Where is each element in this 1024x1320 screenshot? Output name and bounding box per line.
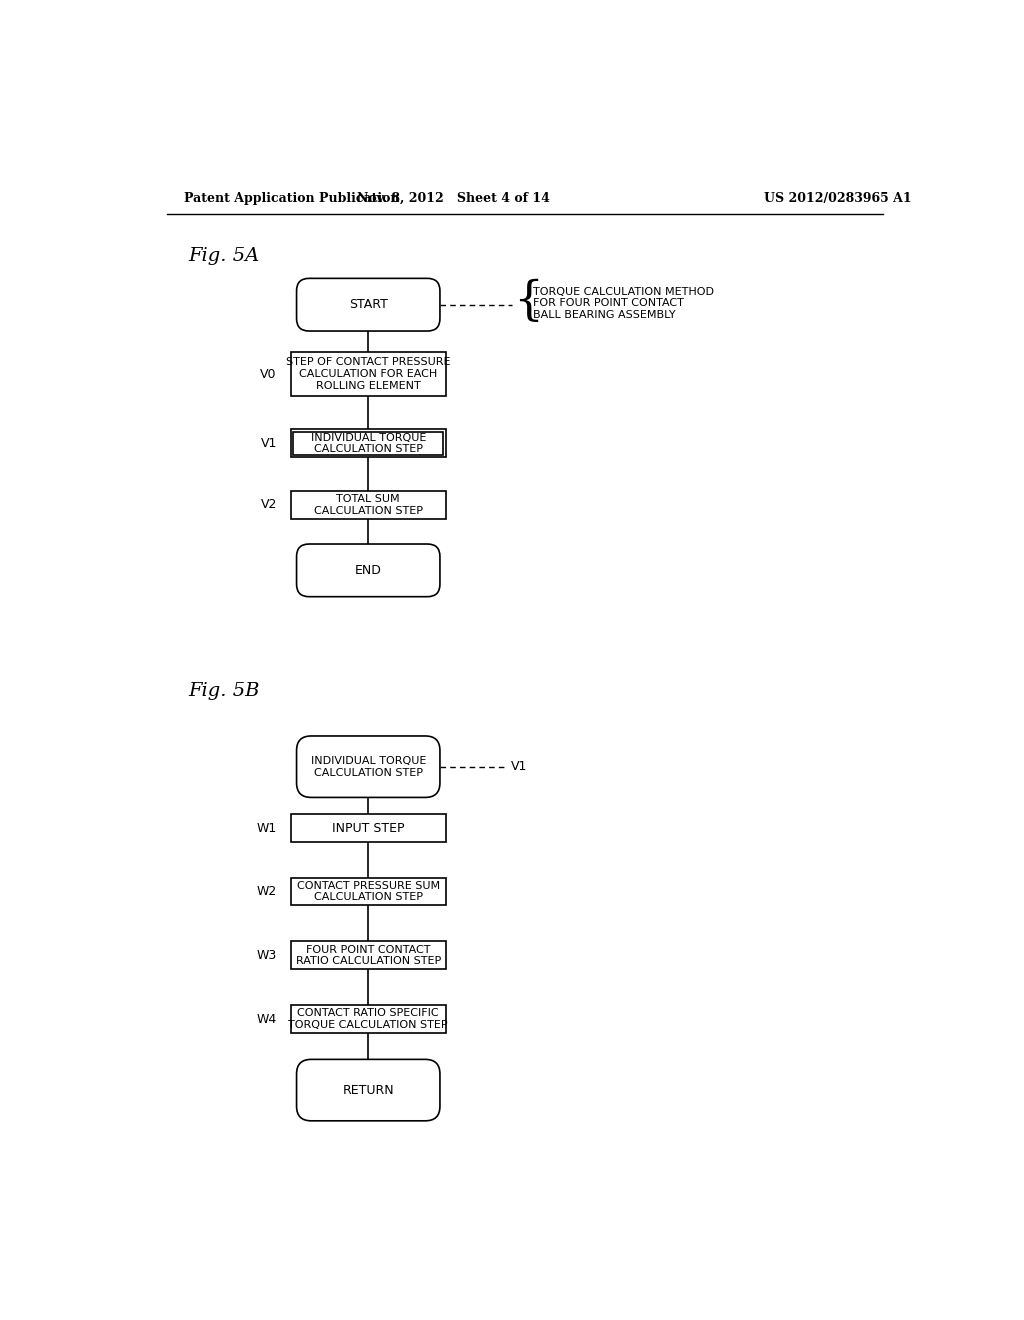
Bar: [291, 878, 445, 906]
Text: V1: V1: [260, 437, 276, 450]
Text: INPUT STEP: INPUT STEP: [332, 822, 404, 834]
Text: W3: W3: [257, 949, 276, 962]
Text: CONTACT PRESSURE SUM
CALCULATION STEP: CONTACT PRESSURE SUM CALCULATION STEP: [297, 880, 440, 903]
FancyBboxPatch shape: [297, 737, 440, 797]
Text: FOUR POINT CONTACT
RATIO CALCULATION STEP: FOUR POINT CONTACT RATIO CALCULATION STE…: [296, 945, 441, 966]
Text: Patent Application Publication: Patent Application Publication: [183, 191, 399, 205]
Text: US 2012/0283965 A1: US 2012/0283965 A1: [764, 191, 911, 205]
Bar: [293, 432, 443, 455]
Text: Nov. 8, 2012   Sheet 4 of 14: Nov. 8, 2012 Sheet 4 of 14: [357, 191, 550, 205]
Bar: [291, 814, 445, 842]
Text: W1: W1: [257, 822, 276, 834]
Text: V2: V2: [260, 499, 276, 511]
Bar: [291, 941, 445, 969]
Bar: [291, 1006, 445, 1034]
Text: V0: V0: [260, 367, 276, 380]
Text: STEP OF CONTACT PRESSURE
CALCULATION FOR EACH
ROLLING ELEMENT: STEP OF CONTACT PRESSURE CALCULATION FOR…: [286, 358, 451, 391]
Text: Fig. 5A: Fig. 5A: [188, 247, 260, 265]
Bar: [291, 491, 445, 519]
FancyBboxPatch shape: [297, 544, 440, 597]
Text: RETURN: RETURN: [342, 1084, 394, 1097]
Text: START: START: [349, 298, 388, 312]
FancyBboxPatch shape: [297, 1060, 440, 1121]
Bar: [291, 352, 445, 396]
Text: END: END: [354, 564, 382, 577]
Text: {: {: [513, 279, 544, 325]
Text: W2: W2: [257, 884, 276, 898]
Text: CONTACT RATIO SPECIFIC
TORQUE CALCULATION STEP: CONTACT RATIO SPECIFIC TORQUE CALCULATIO…: [289, 1008, 449, 1030]
Text: INDIVIDUAL TORQUE
CALCULATION STEP: INDIVIDUAL TORQUE CALCULATION STEP: [310, 433, 426, 454]
Text: TOTAL SUM
CALCULATION STEP: TOTAL SUM CALCULATION STEP: [313, 494, 423, 516]
Bar: [291, 429, 445, 457]
Text: Fig. 5B: Fig. 5B: [188, 682, 260, 700]
Text: INDIVIDUAL TORQUE
CALCULATION STEP: INDIVIDUAL TORQUE CALCULATION STEP: [310, 756, 426, 777]
Text: TORQUE CALCULATION METHOD
FOR FOUR POINT CONTACT
BALL BEARING ASSEMBLY: TORQUE CALCULATION METHOD FOR FOUR POINT…: [532, 286, 714, 319]
Text: V1: V1: [511, 760, 527, 774]
Text: W4: W4: [257, 1012, 276, 1026]
FancyBboxPatch shape: [297, 279, 440, 331]
